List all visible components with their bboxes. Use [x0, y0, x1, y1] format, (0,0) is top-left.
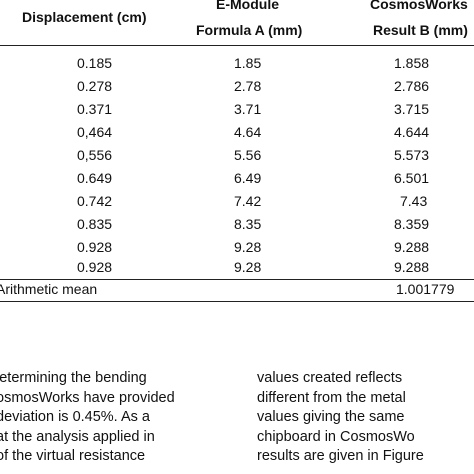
- cell-formula-a: 1.85: [234, 55, 262, 71]
- text-line: values giving the same: [257, 409, 405, 425]
- text-line: deviation is 0.45%. As a: [0, 409, 150, 425]
- cell-result-b: 4.644: [394, 124, 430, 140]
- header-formula-a-line2: Formula A (mm): [196, 22, 303, 38]
- text-line: at the analysis applied in: [0, 428, 155, 445]
- cell-formula-a: 4.64: [234, 124, 262, 140]
- header-result-b-line1: CosmosWorks: [370, 0, 468, 12]
- table-bottom-rule: [0, 301, 474, 302]
- header-rule: [0, 45, 474, 46]
- cell-displacement: 0,464: [77, 124, 113, 140]
- cell-displacement: 0.185: [77, 55, 113, 71]
- cell-formula-a: 6.49: [234, 170, 262, 186]
- cell-displacement: 0.928: [77, 259, 113, 275]
- cell-formula-a: 2.78: [234, 78, 262, 94]
- cell-formula-a: 5.56: [234, 147, 262, 163]
- text-line: letermining the bending: [0, 370, 147, 386]
- cell-formula-a: 7.42: [234, 193, 262, 209]
- cell-displacement: 0,556: [77, 147, 113, 163]
- cell-result-b: 9.288: [394, 259, 430, 275]
- cell-displacement: 0.649: [77, 170, 113, 186]
- header-result-b-line2: Result B (mm): [373, 22, 468, 38]
- text-line: results are given in Figure: [257, 448, 424, 464]
- text-line: different from the metal: [257, 389, 406, 406]
- text-line: chipboard in CosmosWo: [257, 428, 415, 445]
- header-formula-a-line1: E-Module: [216, 0, 279, 12]
- text-line: osmosWorks have provided: [0, 389, 175, 406]
- text-line: values created reflects: [257, 370, 403, 386]
- cell-displacement: 0.742: [77, 193, 113, 209]
- mean-value: 1.001779: [396, 281, 455, 297]
- cell-formula-a: 8.35: [234, 216, 262, 232]
- body-left-column: letermining the bending osmosWorks have …: [0, 369, 212, 467]
- cell-result-b: 7.43: [400, 193, 428, 209]
- body-right-column: values created reflects different from t…: [257, 369, 474, 467]
- text-line: of the virtual resistance: [0, 448, 146, 464]
- cell-displacement: 0.928: [77, 239, 113, 255]
- cell-displacement: 0.835: [77, 216, 113, 232]
- cell-displacement: 0.278: [77, 78, 113, 94]
- cell-result-b: 5.573: [394, 147, 430, 163]
- cell-result-b: 3.715: [394, 101, 430, 117]
- cell-formula-a: 9.28: [234, 259, 262, 275]
- cell-result-b: 9.288: [394, 239, 430, 255]
- cell-result-b: 8.359: [394, 216, 430, 232]
- cell-result-b: 2.786: [394, 78, 430, 94]
- cell-result-b: 6.501: [394, 170, 430, 186]
- cell-formula-a: 3.71: [234, 101, 262, 117]
- cell-result-b: 1.858: [394, 55, 430, 71]
- mean-label: Arithmetic mean: [0, 281, 98, 297]
- header-displacement: Displacement (cm): [22, 9, 147, 25]
- cell-formula-a: 9.28: [234, 239, 262, 255]
- mean-rule: [0, 279, 474, 280]
- cell-displacement: 0.371: [77, 101, 113, 117]
